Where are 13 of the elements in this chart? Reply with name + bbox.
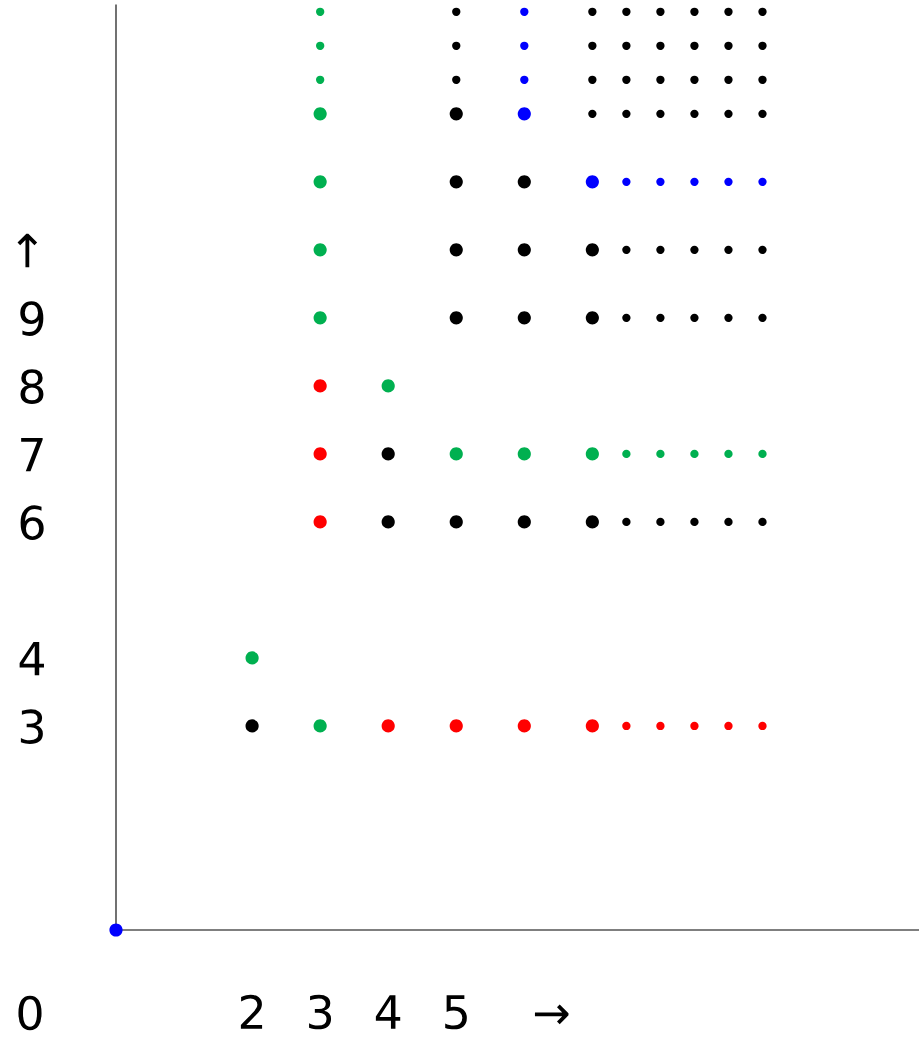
y-tick-label: 8	[20, 369, 44, 404]
x-tick-label: 5	[445, 995, 467, 1030]
y-tick-label: 4	[19, 641, 44, 676]
x-tick-label: 4	[375, 995, 401, 1029]
y-tick-label: ↑	[17, 233, 38, 268]
x-tick-label: 2	[240, 994, 263, 1029]
y-tick-label: 3	[20, 709, 43, 745]
x-tick-label: →	[534, 1004, 569, 1025]
y-tick-label: 6	[20, 505, 44, 540]
y-tick-label: 7	[21, 437, 43, 472]
x-tick-label: 3	[309, 994, 332, 1030]
text: 0	[18, 995, 42, 1031]
y-tick-label: 9	[20, 301, 44, 336]
